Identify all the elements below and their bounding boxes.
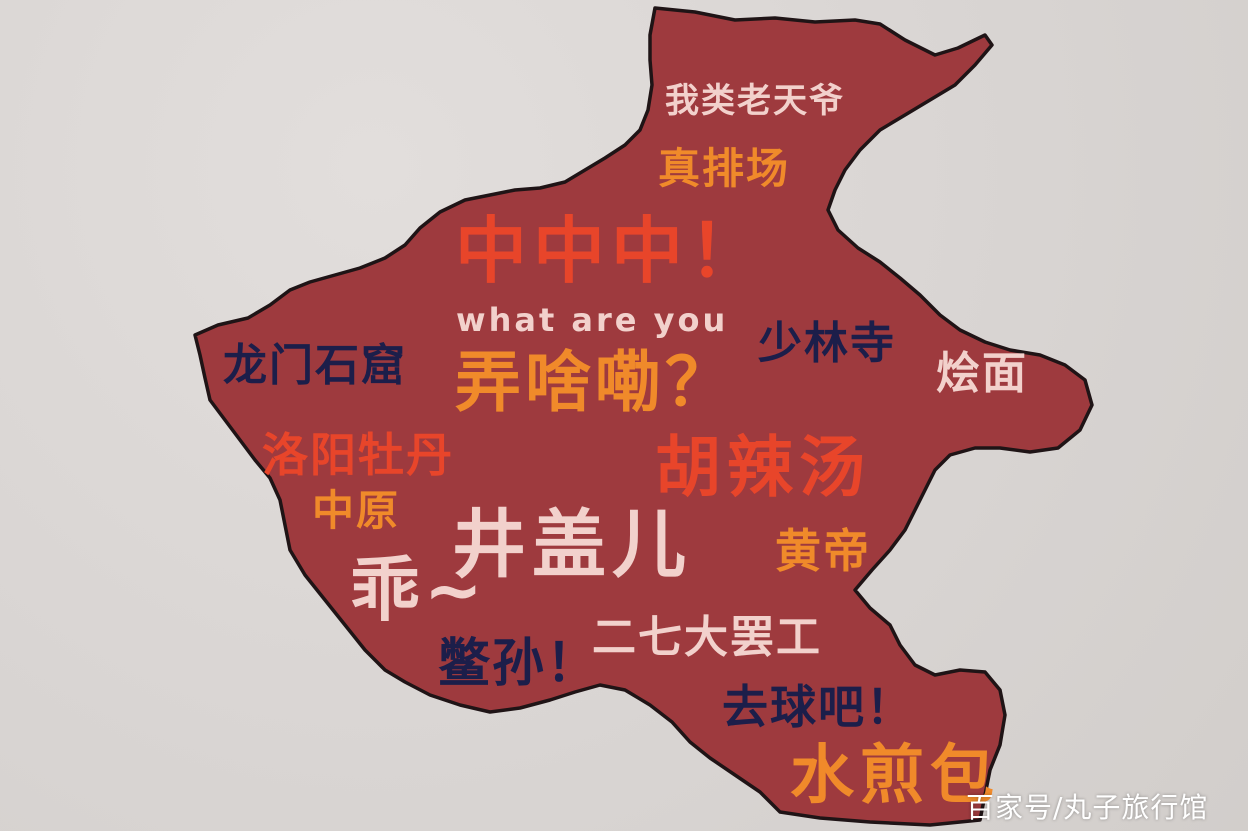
watermark: 百家号/丸子旅行馆 [966, 791, 1209, 824]
word-er-qi-da-ba-gong: 二七大罢工 [592, 612, 822, 663]
word-shui-jian-bao: 水煎包 [790, 739, 1000, 813]
word-shao-lin-si: 少林寺 [758, 318, 896, 369]
word-luo-yang-mu-dan: 洛阳牡丹 [262, 428, 454, 482]
word-huang-di: 黄帝 [775, 524, 871, 578]
word-hu-la-tang: 胡辣汤 [655, 429, 871, 506]
map-shape [193, 6, 1094, 827]
word-long-men-shi-ku: 龙门石窟 [223, 340, 407, 391]
word-bie-sun: 鳖孙！ [438, 634, 601, 694]
word-wo-lei-lao-tian-ye: 我类老天爷 [665, 81, 845, 121]
word-guai: 乖~ [350, 549, 487, 631]
word-zhong-yuan: 中原 [312, 486, 401, 535]
word-zhen-pai-chang: 真排场 [658, 144, 791, 193]
word-hui-mian: 烩面 [936, 348, 1028, 399]
word-what-are-you: what are you [456, 301, 729, 339]
word-zhong-zhong-zhong: 中中中！ [455, 209, 768, 293]
word-jing-gai-er: 井盖儿 [452, 502, 692, 588]
word-qu-qiu-ba: 去球吧！ [722, 680, 914, 734]
word-nong-sha-lei: 弄啥嘞？ [455, 344, 735, 421]
